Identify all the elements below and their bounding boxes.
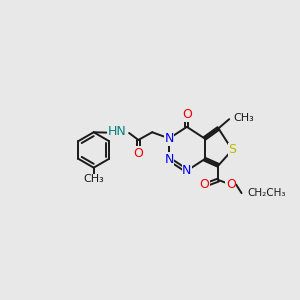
Text: N: N (164, 153, 174, 166)
Text: S: S (228, 143, 236, 157)
Text: HN: HN (107, 125, 126, 138)
Text: N: N (182, 164, 191, 177)
Text: O: O (182, 108, 192, 121)
Text: O: O (226, 178, 236, 191)
Text: O: O (134, 146, 143, 160)
Text: CH₃: CH₃ (233, 112, 254, 123)
Text: CH₃: CH₃ (83, 174, 104, 184)
Text: CH₂CH₃: CH₂CH₃ (248, 188, 286, 198)
Text: O: O (200, 178, 209, 191)
Text: N: N (164, 132, 174, 145)
